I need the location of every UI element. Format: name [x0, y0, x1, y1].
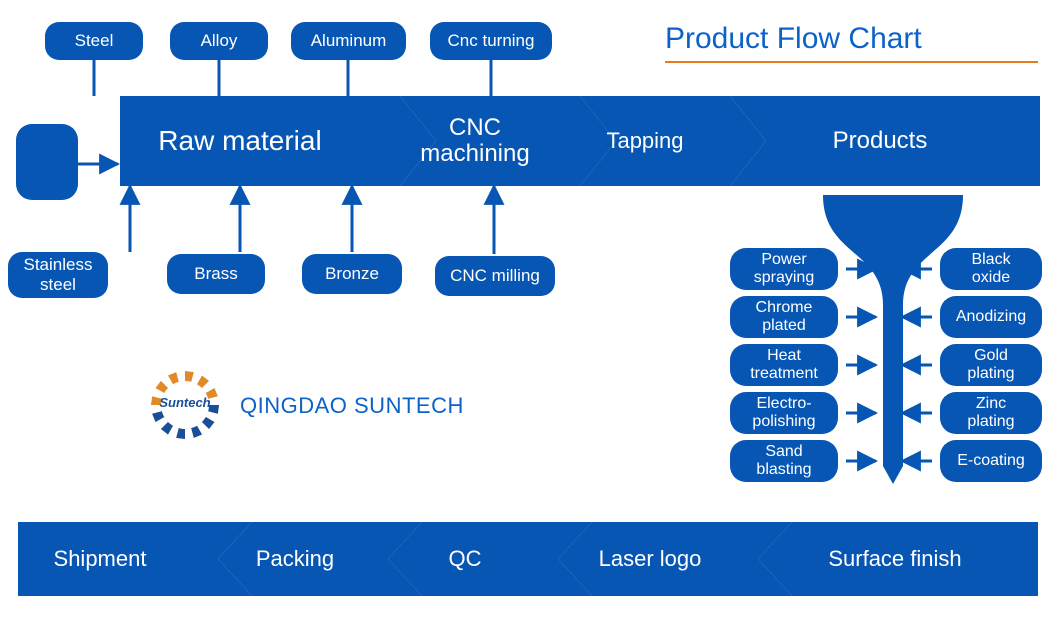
treatment-pill: Power spraying: [730, 248, 838, 290]
material-pill: Cnc turning: [430, 22, 552, 60]
treatment-pill: Black oxide: [940, 248, 1042, 290]
material-pill: Steel: [45, 22, 143, 60]
treatment-pill: Anodizing: [940, 296, 1042, 338]
flow-step: Laser logo: [520, 522, 780, 596]
flow-step: Tapping: [525, 96, 765, 186]
flow-step: Raw material: [120, 96, 360, 186]
treatment-pill: Chrome plated: [730, 296, 838, 338]
material-pill: Bronze: [302, 254, 402, 294]
chart-title: Product Flow Chart: [665, 22, 922, 56]
flow-step: Products: [760, 96, 1000, 186]
material-pill: Aluminum: [291, 22, 406, 60]
material-pill: Alloy: [170, 22, 268, 60]
treatment-pill: Heat treatment: [730, 344, 838, 386]
material-pill: Brass: [167, 254, 265, 294]
treatment-pill: E-coating: [940, 440, 1042, 482]
material-pill: CNC milling: [435, 256, 555, 296]
treatment-pill: Gold plating: [940, 344, 1042, 386]
flow-step: Surface finish: [765, 522, 1025, 596]
material-pill: Stainless steel: [8, 252, 108, 298]
logo-text: Suntech: [155, 395, 215, 410]
treatment-pill: Zinc plating: [940, 392, 1042, 434]
company-name: QINGDAO SUNTECH: [240, 393, 464, 419]
treatment-pill: Electro- polishing: [730, 392, 838, 434]
treatment-pill: Sand blasting: [730, 440, 838, 482]
